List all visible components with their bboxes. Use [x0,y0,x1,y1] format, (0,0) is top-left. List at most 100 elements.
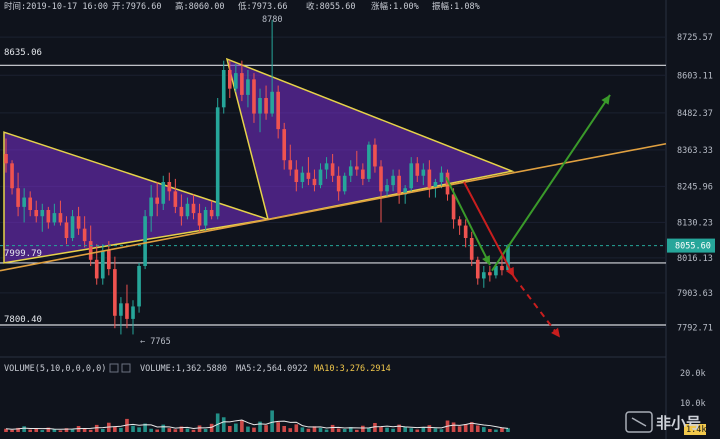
candle-body [22,197,26,207]
volume-bar [94,424,99,432]
price-tick-label: 7792.71 [677,323,713,333]
price-tick-label: 8130.23 [677,218,713,228]
candle-body [94,259,99,279]
candle-body [40,210,45,217]
volume-bar [379,426,383,432]
volume-bar [475,425,480,432]
volume-bar [258,421,262,432]
volume-bar [270,410,274,432]
candle-body [415,163,420,176]
red-arrow-projection-head [551,327,560,338]
volume-bar [397,424,401,432]
candle-body [173,191,178,207]
candle-body [445,172,450,195]
volume-bar [203,429,208,432]
candle-body [439,172,444,182]
red-arrow-projection [513,276,561,339]
volume-bar [324,429,329,432]
candle-body [88,241,93,260]
candle-body [197,213,202,226]
candle-body [113,269,117,316]
volume-bar [40,430,45,432]
candle-body [409,163,414,189]
candle-body [294,169,299,182]
volume-value: VOLUME:1,362.5880 [140,364,227,374]
volume-bar [433,428,438,432]
volume-bar [246,426,250,432]
candle-body [451,194,456,220]
candle-body [324,163,329,170]
volume-tick-10k: 10.0k [680,399,706,409]
candle-body [46,210,51,223]
candle-body [330,163,335,176]
volume-bar [221,417,226,432]
candle-body [288,160,293,170]
header-high: 高:8060.00 [175,1,224,12]
high-marker: 8780 [262,15,282,25]
candle-body [107,250,111,270]
green-arrow-up-head [601,94,610,105]
volume-bar [421,427,426,432]
green-arrow-down-head [482,255,490,266]
volume-bar [403,426,407,432]
candle-body [336,175,341,192]
volume-bar [342,429,347,432]
volume-bar [463,424,468,432]
volume-bar [16,427,20,432]
volume-bar [22,426,26,432]
volume-current-label: 1.4k [686,425,706,435]
header-low: 低:7973.66 [238,1,287,12]
candle-body [4,154,8,164]
volume-bar [173,429,178,432]
watermark-text: 非小号 [656,414,701,432]
volume-bar [155,429,160,432]
volume-current-badge [684,424,706,435]
volume-bar [10,429,14,432]
volume-bar [336,428,341,432]
volume-bar [409,428,414,432]
volume-bar [451,422,456,432]
candle-body [342,175,347,192]
candle-body [463,225,468,238]
candle-body [161,182,166,204]
candle-body [64,222,69,238]
candle-body [427,169,432,189]
volume-bar [28,429,33,432]
volume-bar [179,426,184,432]
volume-bar [64,428,69,432]
candle-body [227,70,232,89]
header-time: 时间:2019-10-17 16:00 [4,1,108,12]
volume-bar [264,425,268,432]
volume-bar [330,424,335,432]
volume-bar [119,427,123,432]
volume-bar [143,423,147,432]
volume-bar [481,427,486,432]
candle-body [312,178,317,186]
volume-bar [113,426,117,432]
candle-body [469,238,474,260]
low-marker: ← 7765 [140,337,171,347]
settings-icon[interactable] [109,363,119,373]
volume-bar [294,424,299,432]
price-tick-label: 8725.57 [677,33,713,43]
volume-bar [131,425,135,432]
price-tick-label: 8245.96 [677,182,713,192]
volume-bar [191,429,196,432]
volume-bar [137,427,141,432]
header-close: 收:8055.60 [306,1,355,12]
volume-bar [488,429,492,432]
candle-body [500,266,504,271]
candle-body [270,91,274,114]
close-icon[interactable] [121,363,131,373]
volume-bar [161,424,166,432]
volume-bar [276,422,280,432]
left-triangle-pattern [3,131,269,264]
volume-bar [469,422,474,432]
volume-bar [167,428,172,432]
candle-body [258,98,262,114]
volume-bar [457,426,462,432]
price-tick-label: 8603.11 [677,71,713,81]
candle-body [361,169,365,179]
header-change: 涨幅:1.00% [371,1,419,12]
candle-body [167,182,172,192]
